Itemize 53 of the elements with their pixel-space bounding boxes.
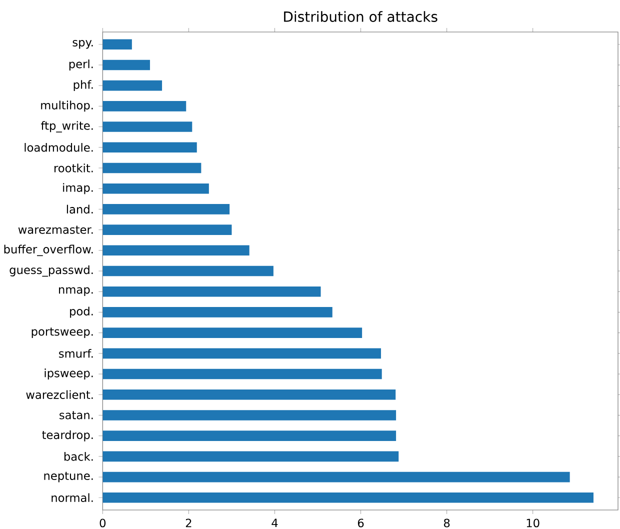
y-tick-label: ftp_write. bbox=[41, 121, 93, 132]
bar bbox=[102, 307, 332, 318]
y-tick-label: phf. bbox=[74, 80, 93, 92]
y-tick-label: warezmaster. bbox=[18, 226, 93, 234]
bar bbox=[102, 328, 362, 338]
bar bbox=[102, 162, 202, 174]
x-tick-label: 2 bbox=[186, 518, 192, 528]
bar bbox=[102, 39, 132, 50]
bar bbox=[102, 60, 150, 70]
bar bbox=[102, 142, 197, 153]
bar bbox=[102, 348, 381, 359]
y-tick-label: pod. bbox=[70, 306, 93, 318]
y-tick-label: ipsweep. bbox=[44, 368, 93, 380]
bar bbox=[102, 101, 186, 112]
y-tick-label: loadmodule. bbox=[24, 142, 93, 152]
x-tick-label: 8 bbox=[444, 518, 450, 528]
bar bbox=[102, 245, 250, 256]
y-tick-label: nmap. bbox=[59, 287, 93, 296]
y-tick-label: normal. bbox=[52, 493, 93, 502]
bar bbox=[102, 368, 382, 380]
y-tick-label: teardrop. bbox=[42, 430, 93, 442]
chart-title: Distribution of attacks bbox=[284, 11, 438, 22]
y-tick-label: multihop. bbox=[41, 100, 93, 112]
bar bbox=[102, 451, 399, 462]
bar bbox=[102, 266, 274, 276]
bar bbox=[102, 80, 162, 91]
bar bbox=[102, 183, 209, 194]
y-tick-label: imap. bbox=[63, 183, 93, 194]
x-tick-label: 4 bbox=[272, 518, 278, 527]
y-tick-label: buffer_overflow. bbox=[4, 244, 93, 256]
x-tick-label: 6 bbox=[358, 518, 364, 528]
bar bbox=[102, 286, 321, 297]
bar bbox=[102, 389, 396, 400]
x-tick-label: 0 bbox=[100, 518, 106, 528]
x-tick-label: 10 bbox=[526, 518, 540, 528]
y-tick-label: guess_passwd. bbox=[10, 265, 93, 277]
bar bbox=[102, 122, 192, 132]
bar bbox=[102, 430, 396, 441]
y-tick-label: rootkit. bbox=[54, 164, 93, 172]
y-tick-label: land. bbox=[66, 204, 93, 214]
y-tick-label: back. bbox=[64, 452, 93, 461]
bar bbox=[102, 224, 232, 235]
y-tick-label: perl. bbox=[69, 59, 93, 70]
bar bbox=[102, 204, 230, 214]
y-tick-label: smurf. bbox=[59, 349, 93, 358]
bar bbox=[102, 410, 396, 420]
y-tick-label: portsweep. bbox=[32, 328, 93, 338]
y-tick-label: neptune. bbox=[44, 472, 93, 482]
y-tick-label: warezclient. bbox=[26, 390, 93, 400]
bar bbox=[102, 492, 594, 503]
y-tick-label: spy. bbox=[72, 40, 93, 49]
bar bbox=[102, 472, 570, 482]
y-tick-label: satan. bbox=[60, 411, 93, 420]
